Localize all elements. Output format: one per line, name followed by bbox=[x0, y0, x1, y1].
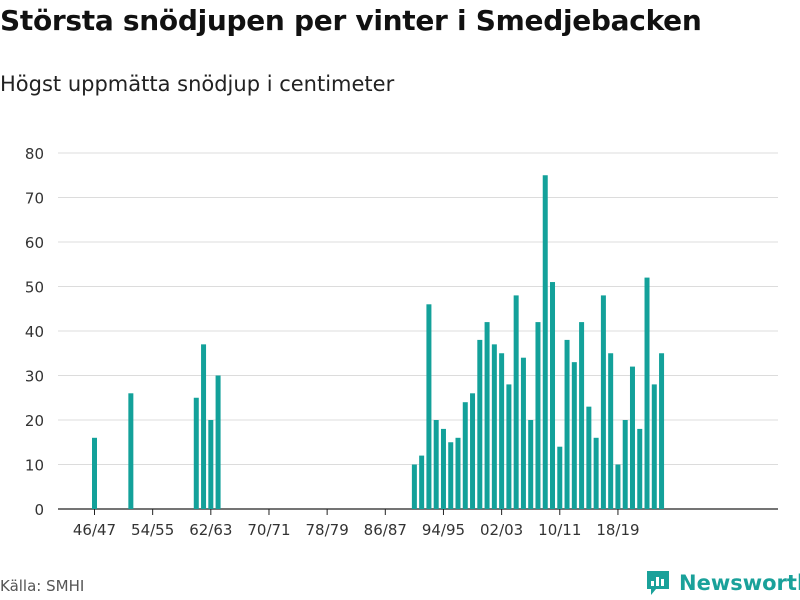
x-tick-label: 70/71 bbox=[247, 521, 290, 539]
x-tick-label: 18/19 bbox=[596, 521, 639, 539]
bar bbox=[564, 339, 570, 509]
bar bbox=[193, 397, 199, 509]
bar bbox=[586, 406, 592, 509]
chart-subtitle: Högst uppmätta snödjup i centimeter bbox=[0, 72, 395, 96]
y-tick-label: 40 bbox=[25, 323, 44, 341]
y-tick-label: 80 bbox=[25, 145, 44, 163]
y-tick-label: 60 bbox=[25, 234, 44, 252]
x-tick-label: 94/95 bbox=[422, 521, 465, 539]
bar bbox=[470, 393, 476, 509]
y-tick-label: 10 bbox=[25, 457, 44, 475]
bar bbox=[571, 362, 577, 509]
x-axis: 46/47 54/55 62/63 70/71 78/79 86/87 94/95 02/03… bbox=[73, 509, 640, 539]
bar bbox=[419, 455, 425, 509]
bar bbox=[128, 393, 134, 509]
bar bbox=[651, 384, 657, 509]
bar bbox=[462, 402, 468, 509]
bar bbox=[557, 446, 563, 509]
brand-name: Newsworthy bbox=[679, 571, 800, 595]
bar bbox=[215, 375, 221, 509]
chart-title: Största snödjupen per vinter i Smedjebac… bbox=[0, 4, 702, 37]
bar bbox=[600, 295, 606, 509]
bar bbox=[433, 420, 439, 509]
bar bbox=[615, 464, 621, 509]
y-axis: 0 10 20 30 40 50 60 70 80 bbox=[25, 145, 44, 519]
bar bbox=[535, 322, 541, 509]
bar bbox=[637, 428, 643, 509]
x-tick-label: 46/47 bbox=[73, 521, 116, 539]
bar bbox=[579, 322, 585, 509]
bar bbox=[506, 384, 512, 509]
bar bbox=[484, 322, 490, 509]
bars bbox=[92, 175, 665, 509]
bar bbox=[491, 344, 497, 509]
y-tick-label: 50 bbox=[25, 279, 44, 297]
bar bbox=[550, 282, 556, 509]
bar bbox=[659, 353, 665, 509]
bar bbox=[608, 353, 614, 509]
bar bbox=[426, 304, 432, 509]
bar bbox=[411, 464, 417, 509]
bar bbox=[513, 295, 519, 509]
x-tick-label: 86/87 bbox=[364, 521, 407, 539]
newsworthy-logo-icon bbox=[647, 571, 669, 595]
x-tick-label: 62/63 bbox=[189, 521, 232, 539]
bar bbox=[201, 344, 207, 509]
x-tick-label: 02/03 bbox=[480, 521, 523, 539]
bar bbox=[448, 442, 454, 509]
x-tick-label: 54/55 bbox=[131, 521, 174, 539]
bar bbox=[477, 339, 483, 509]
bar bbox=[499, 353, 505, 509]
bar bbox=[440, 428, 446, 509]
y-tick-label: 20 bbox=[25, 412, 44, 430]
bar bbox=[644, 277, 650, 509]
bar bbox=[622, 420, 628, 509]
x-tick-label: 78/79 bbox=[306, 521, 349, 539]
x-tick-label: 10/11 bbox=[538, 521, 581, 539]
y-tick-label: 0 bbox=[34, 501, 44, 519]
bar bbox=[520, 357, 526, 509]
brand-logo: Newsworthy bbox=[645, 569, 800, 597]
bar bbox=[528, 420, 534, 509]
bar bbox=[92, 437, 97, 509]
bar bbox=[593, 437, 599, 509]
source-note: Källa: SMHI bbox=[0, 577, 85, 595]
bar bbox=[542, 175, 548, 509]
y-tick-label: 30 bbox=[25, 368, 44, 386]
grid-lines bbox=[58, 152, 778, 510]
bar bbox=[208, 420, 214, 509]
bar bbox=[455, 437, 461, 509]
y-tick-label: 70 bbox=[25, 190, 44, 208]
bar bbox=[629, 366, 635, 509]
